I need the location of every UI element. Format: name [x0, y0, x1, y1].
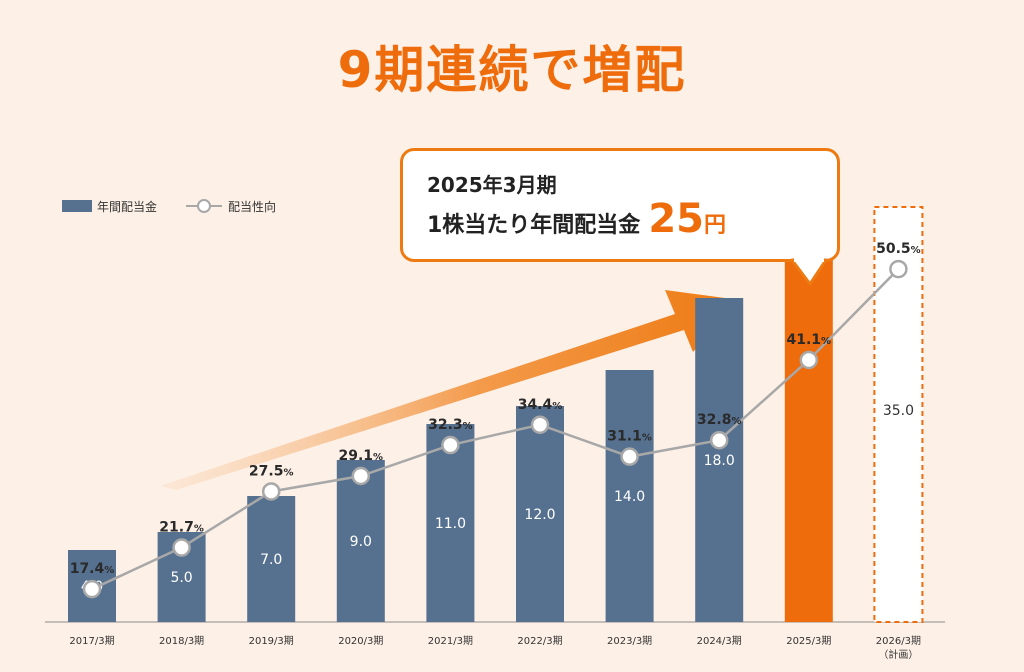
bar-label-7: 18.0 [704, 453, 735, 469]
payout-point-5 [530, 415, 550, 435]
bar-label-4: 11.0 [435, 516, 466, 532]
dividend-callout: 2025年3月期 1株当たり年間配当金 25円 [400, 148, 840, 262]
bar-label-5: 12.0 [524, 507, 555, 523]
payout-point-0 [82, 579, 102, 599]
bar-4 [426, 424, 475, 622]
x-tick-label-8: 2025/3期 [786, 635, 831, 647]
bar-series: 4.05.07.09.011.012.014.018.0 [68, 172, 833, 622]
legend-label-payout: 配当性向 [228, 199, 276, 214]
payout-point-7 [709, 430, 729, 450]
x-tick-label-9: 2026/3期 [876, 635, 921, 647]
x-tick-label-1: 2018/3期 [159, 635, 204, 647]
payout-label-8: 41.1% [787, 332, 832, 348]
payout-point-3 [351, 466, 371, 486]
bar-7 [695, 298, 744, 622]
x-tick-note: （計画） [878, 648, 918, 661]
x-tick-label-7: 2024/3期 [697, 635, 742, 647]
legend-bar-swatch [62, 200, 92, 212]
bar-label-6: 14.0 [614, 489, 645, 505]
payout-point-2 [261, 482, 281, 501]
x-axis-labels: 2017/3期 2018/3期 2019/3期 2020/3期 2021/3期 2022/… [69, 635, 921, 661]
x-tick-label-3: 2020/3期 [338, 635, 383, 647]
payout-line-series: 17.4% 21.7% 27.5% 29.1% 32.3% 34.4% 31.1% 32.8%… [70, 241, 921, 599]
callout-period: 2025年3月期 [427, 173, 557, 197]
payout-point-9 [889, 259, 908, 279]
payout-label-3: 29.1% [339, 448, 384, 464]
payout-label-7: 32.8% [697, 412, 742, 428]
x-tick-label-5: 2022/3期 [517, 635, 562, 647]
callout-text: 1株当たり年間配当金 25円 [427, 199, 837, 246]
payout-label-2: 27.5% [249, 463, 294, 479]
payout-label-1: 21.7% [159, 520, 204, 536]
bar-label-9: 35.0 [883, 403, 914, 419]
bar-5 [516, 406, 564, 622]
growth-arrow [160, 290, 740, 490]
legend: 年間配当金 配当性向 [62, 199, 276, 214]
payout-point-8 [799, 350, 819, 370]
callout-unit: 円 [703, 213, 726, 238]
bar-label-1: 5.0 [170, 570, 192, 586]
callout-pointer [790, 258, 828, 286]
page-title: 9期連続で増配 [337, 41, 687, 99]
payout-label-6: 31.1% [607, 429, 652, 445]
bar-3 [336, 460, 385, 622]
x-tick-label-2: 2019/3期 [249, 635, 294, 647]
payout-label-9: 50.5% [876, 241, 921, 257]
payout-point-4 [441, 435, 460, 455]
callout-amount: 25 [648, 196, 704, 242]
x-tick-label-4: 2021/3期 [428, 635, 473, 647]
payout-label-5: 34.4% [518, 397, 563, 413]
bar-label-3: 9.0 [350, 534, 372, 550]
payout-line [91, 268, 900, 591]
x-tick-label-6: 2023/3期 [607, 635, 652, 647]
legend-label-dividend: 年間配当金 [97, 199, 157, 214]
payout-label-0: 17.4% [70, 561, 115, 577]
payout-point-6 [620, 447, 639, 466]
bar-label-2: 7.0 [260, 552, 282, 568]
bar-6 [605, 370, 654, 622]
x-tick-label-0: 2017/3期 [69, 635, 114, 647]
callout-label: 1株当たり年間配当金 [427, 213, 641, 238]
bar-2 [247, 496, 296, 622]
legend-line-marker [197, 199, 211, 213]
payout-point-1 [172, 538, 191, 557]
payout-label-4: 32.3% [428, 417, 473, 433]
